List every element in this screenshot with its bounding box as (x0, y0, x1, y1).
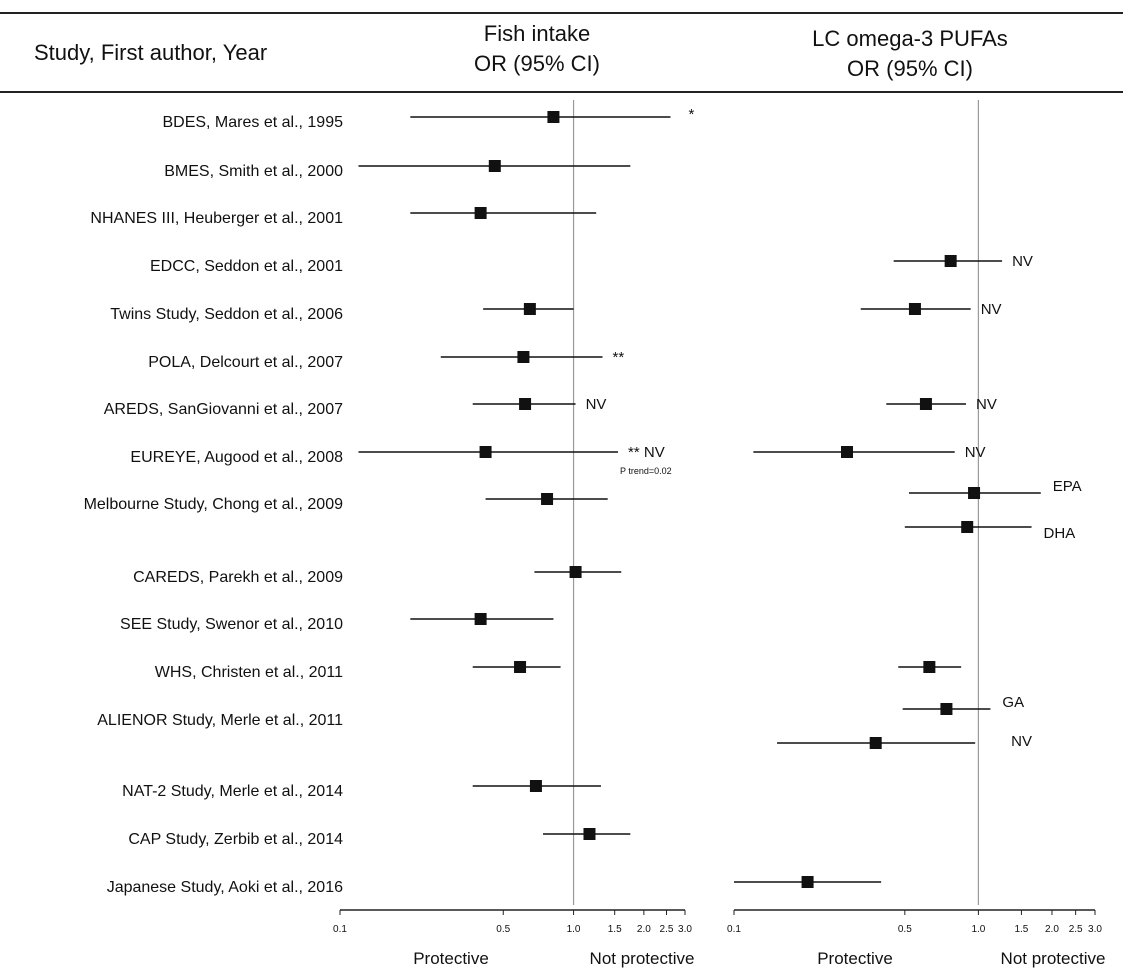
pufa-estimate-marker (841, 446, 854, 458)
study-label: BMES, Smith et al., 2000 (164, 163, 343, 180)
pufa-annotation: NV (1012, 253, 1033, 270)
pufa-estimate-marker (801, 876, 814, 888)
fish-estimate-marker (479, 446, 492, 458)
study-label: Melbourne Study, Chong et al., 2009 (84, 496, 344, 513)
fish-estimate-marker (583, 828, 596, 840)
left-title-line1: Fish intake (484, 21, 590, 46)
fish-estimate-marker (523, 303, 536, 315)
pufa-annotation: GA (1002, 694, 1024, 711)
study-label: CAP Study, Zerbib et al., 2014 (128, 831, 343, 848)
fish-estimate-marker (474, 613, 487, 625)
fish-tick-label: 2.0 (637, 924, 651, 935)
pufa-estimate-marker (908, 303, 921, 315)
pufa-tick-label: 2.0 (1045, 924, 1059, 935)
pufa-estimate-marker (923, 661, 936, 673)
pufa-annotation: EPA (1053, 478, 1082, 495)
fish-tick-label: 2.5 (660, 924, 674, 935)
right-not-protective-label: Not protective (1001, 949, 1106, 968)
study-label: NHANES III, Heuberger et al., 2001 (90, 210, 343, 227)
fish-annotation: ** (612, 349, 624, 366)
right-protective-label: Protective (817, 949, 893, 968)
fish-tick-label: 1.5 (608, 924, 622, 935)
fish-estimate-marker (517, 351, 530, 363)
fish-estimate-marker (541, 493, 554, 505)
pufa-annotation: NV (1011, 733, 1032, 750)
pufa-estimate-marker (919, 398, 932, 410)
study-label: WHS, Christen et al., 2011 (155, 664, 343, 681)
study-label: BDES, Mares et al., 1995 (162, 114, 343, 131)
pufa-estimate-marker (940, 703, 953, 715)
pufa-tick-label: 0.5 (898, 924, 912, 935)
study-label: POLA, Delcourt et al., 2007 (148, 354, 343, 371)
study-labels: BDES, Mares et al., 1995 BMES, Smith et a… (84, 114, 344, 896)
fish-tick-label: 1.0 (567, 924, 581, 935)
study-column-header: Study, First author, Year (34, 40, 267, 65)
reference-lines (572, 100, 979, 905)
fish-estimate-marker (519, 398, 532, 410)
fish-estimate-marker (474, 207, 487, 219)
fish-estimate-marker (547, 111, 560, 123)
pufa-tick-label: 1.0 (971, 924, 985, 935)
fish-tick-label: 0.1 (333, 924, 347, 935)
pufa-tick-label: 1.5 (1014, 924, 1028, 935)
estimates: * NV NV ** NV NV ** NV P trend=0.02 NV EPA DHA GA NV (358, 106, 1082, 888)
pufa-estimate-marker (968, 487, 981, 499)
left-not-protective-label: Not protective (590, 949, 695, 968)
pufa-estimate-marker (961, 521, 974, 533)
study-label: CAREDS, Parekh et al., 2009 (133, 569, 343, 586)
fish-estimate-marker (488, 160, 501, 172)
study-label: NAT-2 Study, Merle et al., 2014 (122, 783, 343, 800)
fish-tick-label: 3.0 (678, 924, 692, 935)
pufa-tick-label: 2.5 (1069, 924, 1083, 935)
fish-estimate-marker (569, 566, 582, 578)
pufa-tick-label: 0.1 (727, 924, 741, 935)
fish-tick-label: 0.5 (496, 924, 510, 935)
study-label: EDCC, Seddon et al., 2001 (150, 258, 343, 275)
right-title-line2: OR (95% CI) (847, 56, 973, 81)
fish-estimate-marker (529, 780, 542, 792)
study-label: AREDS, SanGiovanni et al., 2007 (104, 401, 343, 418)
fish-annotation: * (688, 106, 694, 123)
pufa-annotation: NV (976, 396, 997, 413)
study-label: Japanese Study, Aoki et al., 2016 (107, 879, 343, 896)
fish-annotation: NV (586, 396, 607, 413)
pufa-annotation: NV (981, 301, 1002, 318)
study-label: SEE Study, Swenor et al., 2010 (120, 616, 343, 633)
left-protective-label: Protective (413, 949, 489, 968)
fish-estimate-marker (514, 661, 527, 673)
study-label: Twins Study, Seddon et al., 2006 (110, 306, 343, 323)
pufa-annotation: NV (965, 444, 986, 461)
fish-annotation: ** NV (628, 444, 665, 461)
left-title-line2: OR (95% CI) (474, 51, 600, 76)
pufa-estimate-marker (869, 737, 882, 749)
pufa-tick-label: 3.0 (1088, 924, 1102, 935)
fish-annotation-subnote: P trend=0.02 (620, 466, 672, 476)
right-title-line1: LC omega-3 PUFAs (812, 26, 1008, 51)
study-label: ALIENOR Study, Merle et al., 2011 (97, 712, 343, 729)
pufa-annotation: DHA (1044, 525, 1076, 542)
axes: 0.1 0.5 1.0 1.5 2.0 2.5 3.0 0.1 0.5 1.0 1.5 2.0 2.5 3… (333, 909, 1102, 935)
study-label: EUREYE, Augood et al., 2008 (130, 449, 343, 466)
pufa-estimate-marker (944, 255, 957, 267)
